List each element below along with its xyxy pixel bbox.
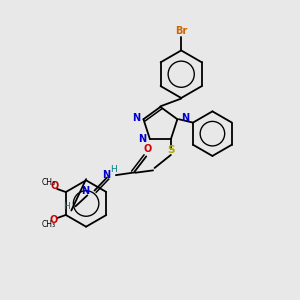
Text: N: N — [81, 187, 89, 196]
Text: H: H — [110, 165, 117, 174]
Text: O: O — [50, 215, 58, 225]
Text: Br: Br — [175, 26, 187, 36]
Text: N: N — [138, 134, 146, 144]
Text: N: N — [181, 113, 189, 123]
Text: O: O — [50, 181, 58, 191]
Text: S: S — [167, 145, 175, 154]
Text: N: N — [132, 113, 140, 123]
Text: N: N — [102, 170, 110, 180]
Text: CH₃: CH₃ — [42, 220, 56, 229]
Text: H: H — [63, 202, 70, 211]
Text: CH₃: CH₃ — [42, 178, 56, 187]
Text: O: O — [144, 144, 152, 154]
